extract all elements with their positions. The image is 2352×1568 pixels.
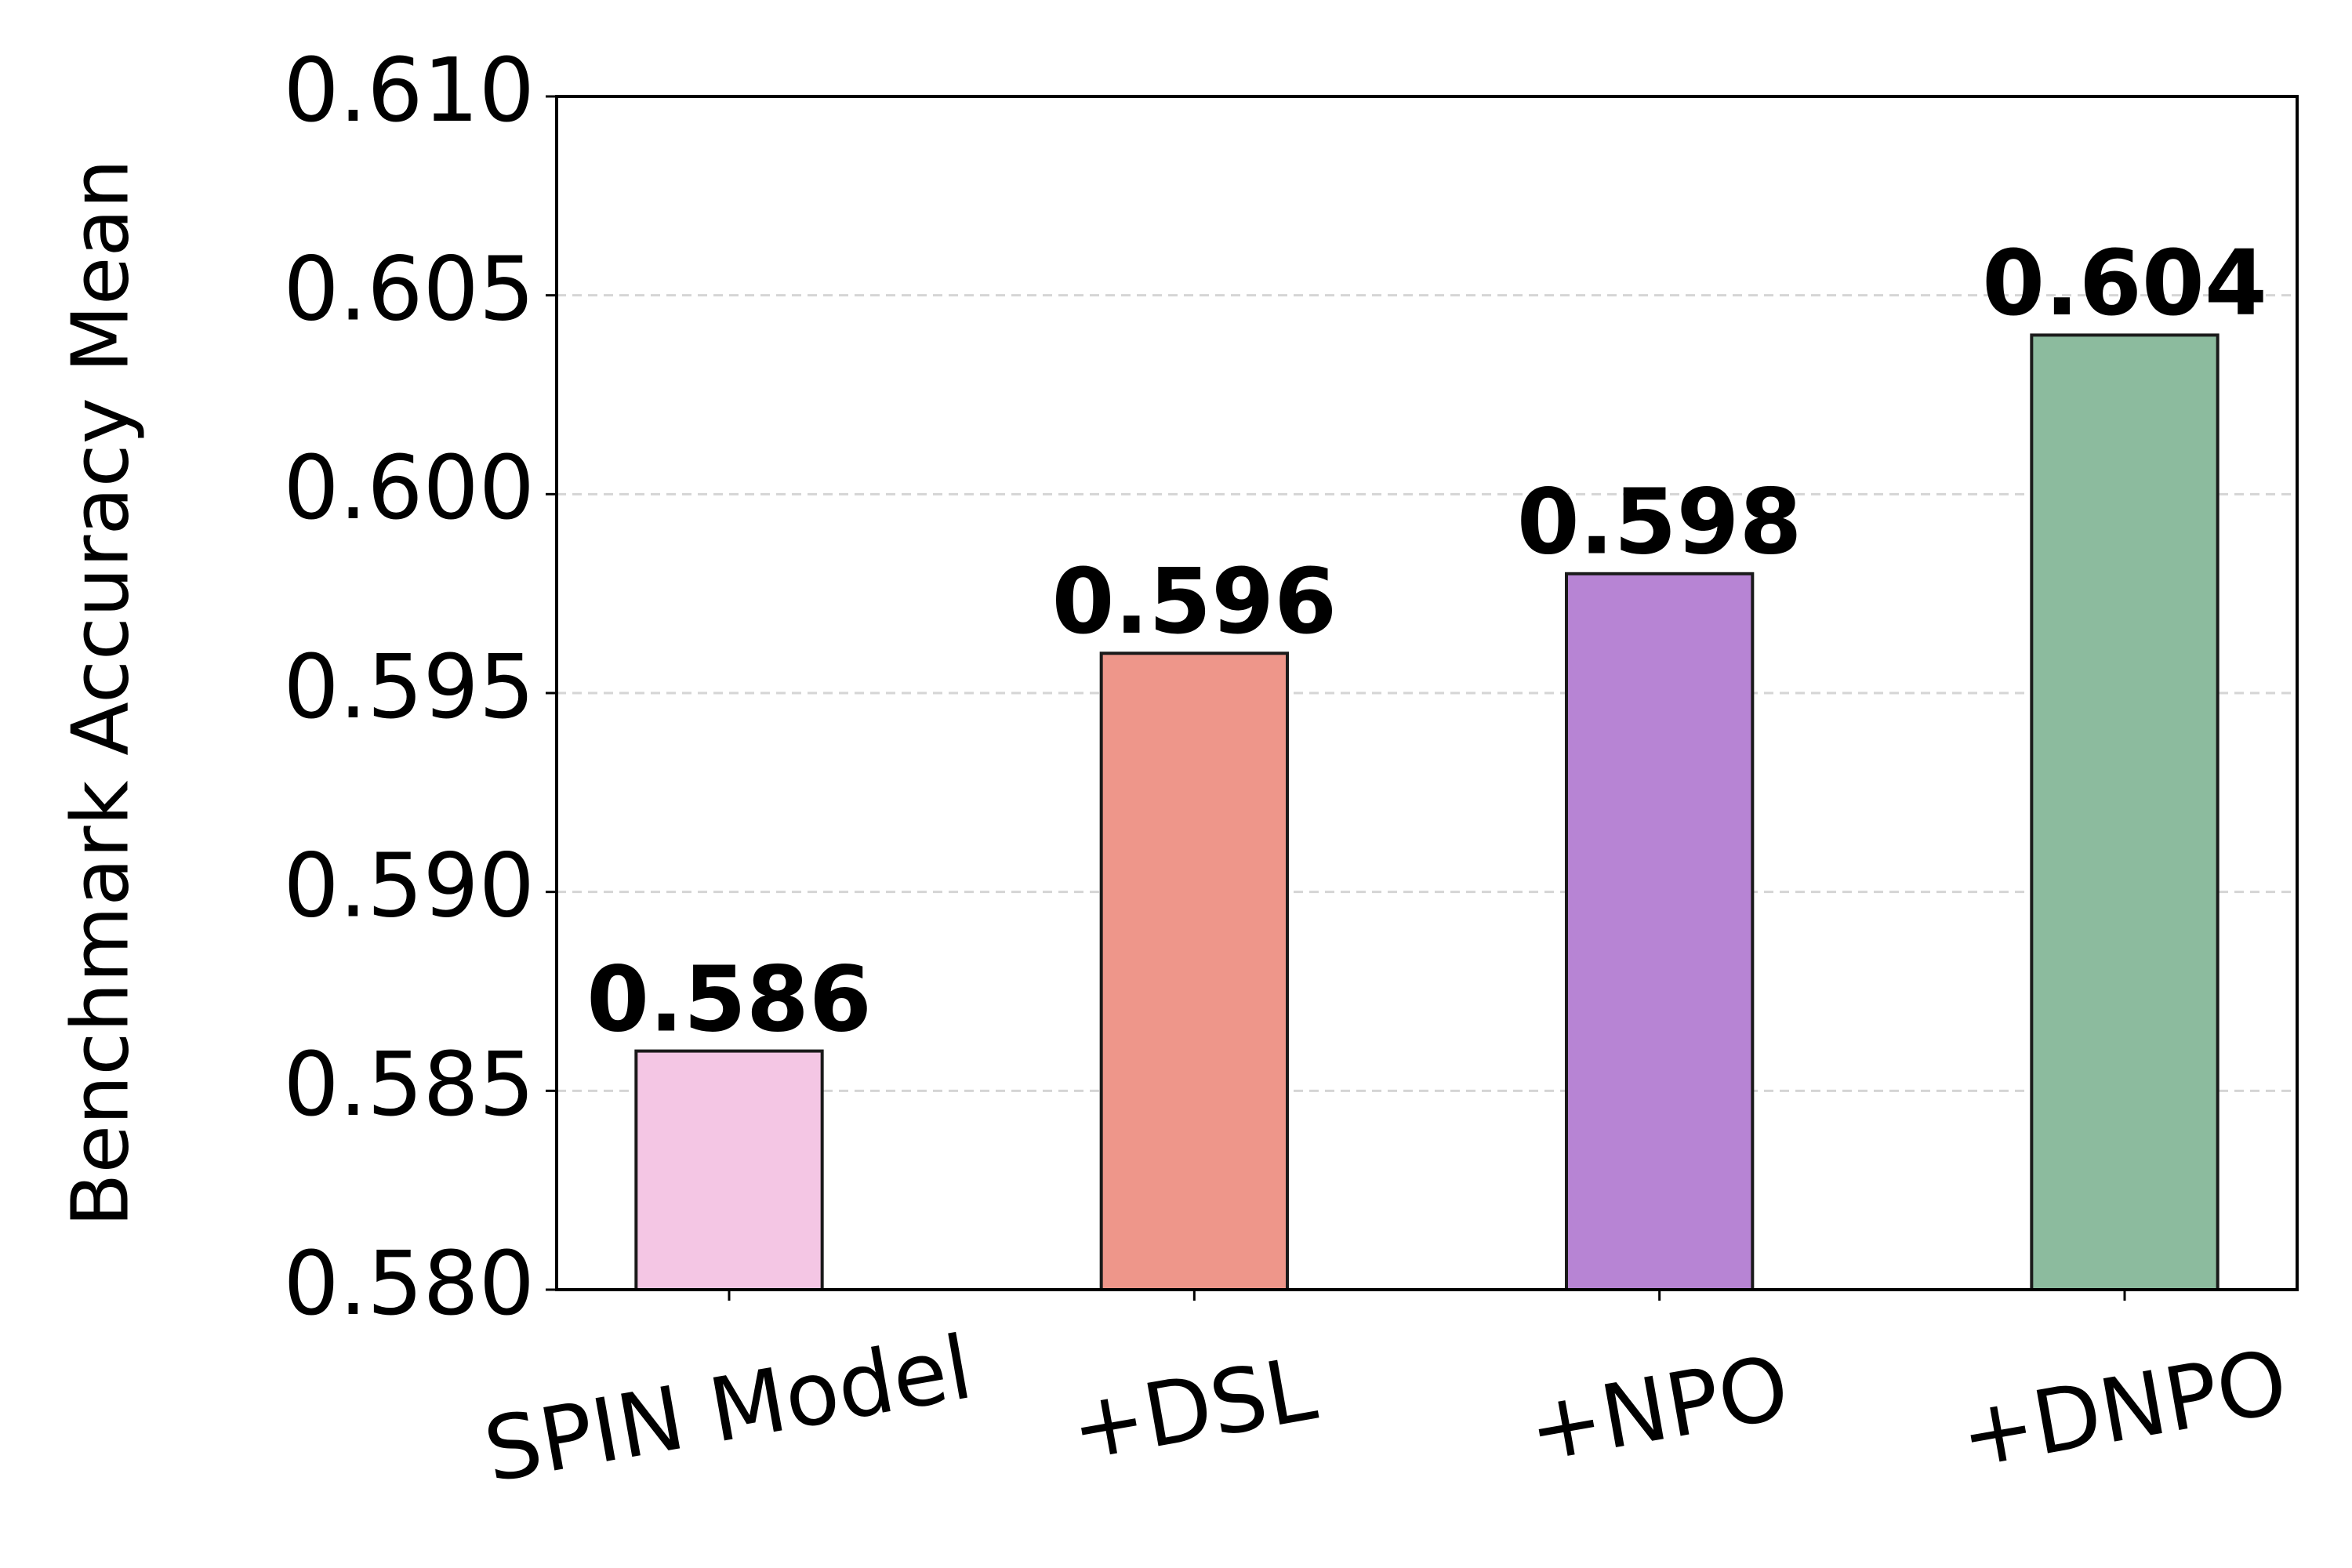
y-tick-label: 0.595 (283, 637, 535, 739)
x-tick-label: +NPO (1521, 1337, 1796, 1483)
value-label: 0.596 (1051, 550, 1337, 655)
plot-frame (555, 95, 2299, 1291)
value-label: 0.586 (586, 947, 872, 1052)
x-tick-label: +DSL (1063, 1338, 1323, 1481)
x-tick-label: +DNPO (1953, 1330, 2295, 1488)
y-tick-label: 0.580 (283, 1233, 535, 1335)
y-tick-label: 0.605 (283, 238, 535, 340)
y-tick-label: 0.610 (283, 40, 535, 142)
x-tick-label: SPIN Model (477, 1316, 979, 1502)
y-axis-label: Benchmark Accuracy Mean (54, 159, 146, 1227)
value-label: 0.604 (1982, 231, 2267, 336)
bar (2030, 333, 2220, 1291)
bar (1099, 652, 1289, 1291)
value-label: 0.598 (1517, 470, 1802, 575)
bar (634, 1049, 824, 1291)
y-tick-label: 0.590 (283, 835, 535, 937)
y-tick-label: 0.585 (283, 1034, 535, 1136)
bar (1565, 572, 1755, 1291)
y-tick-label: 0.600 (283, 437, 535, 539)
